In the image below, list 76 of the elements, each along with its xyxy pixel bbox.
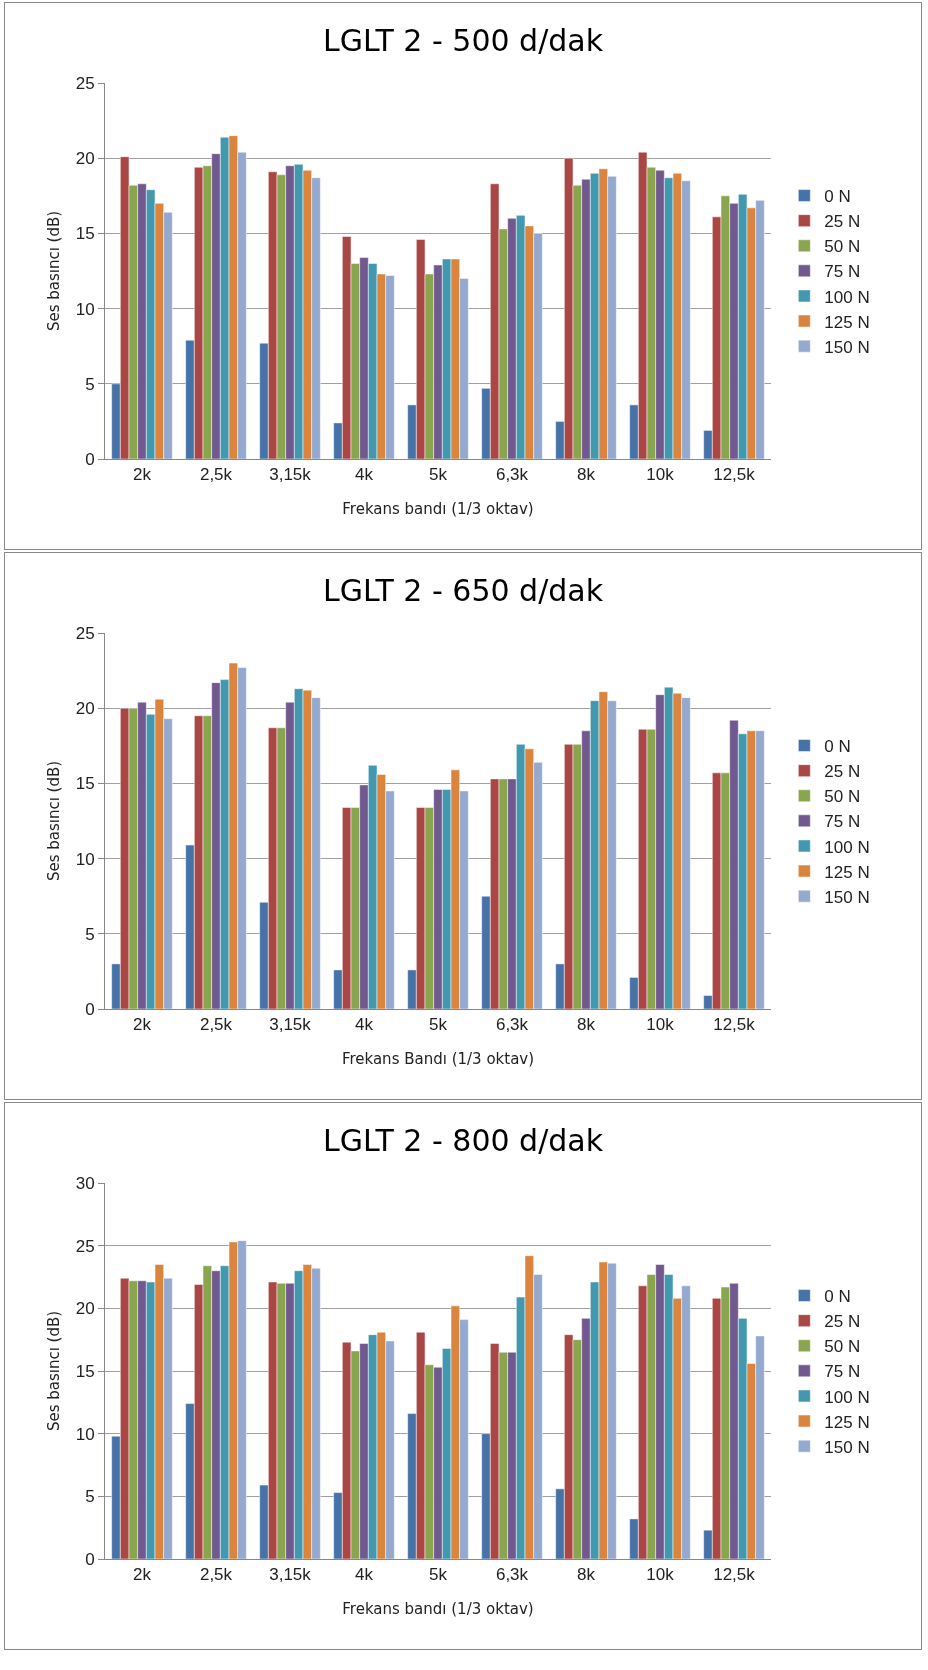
legend-label: 0 N [824, 1287, 851, 1307]
x-tick-label: 10k [646, 1565, 675, 1585]
y-tick-label: 15 [75, 224, 95, 244]
y-tick-label: 20 [75, 149, 95, 169]
x-tick-label: 5k [429, 1015, 448, 1035]
y-axis-title: Ses basıncı (dB) [44, 760, 63, 882]
y-tick-label: 25 [75, 1236, 95, 1256]
chart-title: LGLT 2 - 500 d/dak [322, 23, 604, 59]
x-tick-label: 8k [577, 1565, 596, 1585]
x-tick-label: 4k [355, 1565, 374, 1585]
legend-label: 125 N [824, 862, 870, 882]
x-tick-label: 2k [133, 1015, 152, 1035]
legend-label: 150 N [824, 337, 870, 357]
x-tick-label: 8k [577, 465, 596, 485]
y-axis-title: Ses basıncı (dB) [44, 210, 63, 332]
x-tick-label: 6,3k [495, 465, 529, 485]
y-tick-label: 5 [85, 924, 95, 944]
x-tick-label: 10k [646, 1015, 675, 1035]
x-tick-label: 2,5k [199, 1565, 233, 1585]
legend-label: 25 N [824, 762, 861, 782]
x-tick-label: 3,15k [269, 1565, 312, 1585]
x-tick-label: 2,5k [199, 1015, 233, 1035]
legend-label: 125 N [824, 312, 870, 332]
legend-label: 0 N [824, 737, 851, 757]
x-tick-label: 2k [133, 1565, 152, 1585]
x-tick-label: 5k [429, 1565, 448, 1585]
x-axis-title: Frekans bandı (1/3 oktav) [342, 1600, 534, 1619]
y-tick-label: 0 [85, 1549, 95, 1569]
legend-label: 100 N [824, 287, 870, 307]
legend-label: 50 N [824, 237, 861, 257]
x-tick-label: 10k [646, 465, 675, 485]
y-tick-label: 15 [75, 1361, 95, 1381]
y-tick-label: 5 [85, 1487, 95, 1507]
y-tick-label: 25 [75, 73, 95, 93]
y-tick-label: 10 [75, 1424, 95, 1444]
y-tick-label: 15 [75, 774, 95, 794]
x-tick-label: 5k [429, 465, 448, 485]
y-tick-label: 20 [75, 699, 95, 719]
x-tick-label: 8k [577, 1015, 596, 1035]
x-axis-title: Frekans bandı (1/3 oktav) [342, 500, 534, 519]
y-axis-title: Ses basıncı (dB) [44, 1310, 63, 1432]
x-tick-label: 6,3k [495, 1565, 529, 1585]
y-tick-label: 10 [75, 849, 95, 869]
legend-label: 50 N [824, 1337, 861, 1357]
chart-title: LGLT 2 - 800 d/dak [322, 1123, 604, 1159]
legend-label: 0 N [824, 187, 851, 207]
legend-label: 25 N [824, 1312, 861, 1332]
legend-label: 125 N [824, 1412, 870, 1432]
x-tick-label: 4k [355, 465, 374, 485]
x-tick-label: 2,5k [199, 465, 233, 485]
y-tick-label: 0 [85, 449, 95, 469]
y-tick-label: 5 [85, 374, 95, 394]
legend-label: 150 N [824, 1437, 870, 1457]
legend-label: 75 N [824, 262, 861, 282]
legend-label: 100 N [824, 1387, 870, 1407]
legend-label: 150 N [824, 887, 870, 907]
x-tick-label: 2k [133, 465, 152, 485]
x-tick-label: 12,5k [713, 465, 756, 485]
x-tick-label: 6,3k [495, 1015, 529, 1035]
legend-label: 75 N [824, 1362, 861, 1382]
x-tick-label: 3,15k [269, 465, 312, 485]
legend-label: 75 N [824, 812, 861, 832]
chart-title: LGLT 2 - 650 d/dak [322, 573, 604, 609]
x-tick-label: 4k [355, 1015, 374, 1035]
y-tick-label: 30 [75, 1173, 95, 1193]
y-tick-label: 20 [75, 1299, 95, 1319]
y-tick-label: 10 [75, 299, 95, 319]
x-tick-label: 12,5k [713, 1015, 756, 1035]
legend-label: 25 N [824, 212, 861, 232]
x-axis-title: Frekans Bandı (1/3 oktav) [341, 1050, 535, 1069]
x-tick-label: 12,5k [713, 1565, 756, 1585]
legend-label: 50 N [824, 787, 861, 807]
y-tick-label: 25 [75, 623, 95, 643]
legend-label: 100 N [824, 837, 870, 857]
x-tick-label: 3,15k [269, 1015, 312, 1035]
y-tick-label: 0 [85, 999, 95, 1019]
